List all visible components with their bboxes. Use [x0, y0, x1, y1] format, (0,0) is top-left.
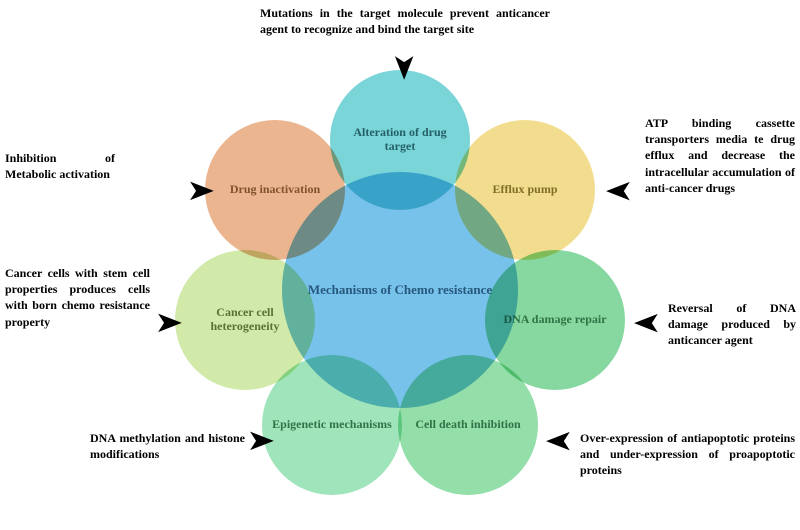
arrow-icon: ➤: [188, 178, 214, 204]
arrow-icon: ➤: [248, 428, 274, 454]
petal-label: DNA damage repair: [495, 313, 614, 327]
petal-heterogeneity: Cancer cell heterogeneity: [175, 250, 315, 390]
arrow-icon: ➤: [546, 428, 572, 454]
ann-epigenetic: DNA methylation and histone modification…: [90, 430, 245, 462]
arrow-icon: ➤: [156, 310, 182, 336]
petal-label: Alteration of drug target: [330, 126, 470, 154]
center-label: Mechanisms of Chemo resistance: [300, 283, 500, 298]
petal-label: Cancer cell heterogeneity: [175, 306, 315, 334]
arrow-icon: ➤: [634, 310, 660, 336]
ann-inactivation: Inhibition of Metabolic activation: [5, 150, 115, 182]
petal-label: Epigenetic mechanisms: [264, 418, 400, 432]
ann-heterogeneity: Cancer cells with stem cell properties p…: [5, 265, 150, 330]
ann-dna-repair: Reversal of DNA damage produced by antic…: [668, 300, 796, 349]
arrow-icon: ➤: [391, 54, 417, 80]
petal-label: Drug inactivation: [222, 183, 328, 197]
ann-efflux: ATP binding cassette transporters media …: [645, 115, 795, 196]
arrow-icon: ➤: [606, 178, 632, 204]
ann-alteration: Mutations in the target molecule prevent…: [260, 5, 550, 37]
petal-efflux: Efflux pump: [455, 120, 595, 260]
petal-alteration: Alteration of drug target: [330, 70, 470, 210]
petal-label: Efflux pump: [484, 183, 565, 197]
petal-cell-death: Cell death inhibition: [398, 355, 538, 495]
ann-cell-death: Over-expression of antiapoptotic protein…: [580, 430, 795, 479]
petal-label: Cell death inhibition: [407, 418, 528, 432]
petal-inactivation: Drug inactivation: [205, 120, 345, 260]
